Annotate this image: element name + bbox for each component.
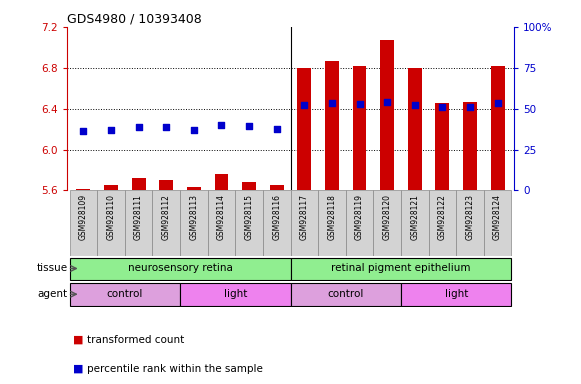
Text: GSM928113: GSM928113 [189,194,198,240]
Text: GSM928119: GSM928119 [355,194,364,240]
Point [465,104,475,110]
FancyBboxPatch shape [290,190,318,256]
FancyBboxPatch shape [70,258,290,280]
Point [79,128,88,134]
Text: transformed count: transformed count [87,335,184,345]
Text: neurosensory retina: neurosensory retina [128,263,232,273]
FancyBboxPatch shape [374,190,401,256]
Point [134,124,144,130]
Point [493,99,502,106]
Bar [325,61,339,190]
Text: ■: ■ [73,335,83,345]
Point [217,122,226,128]
Text: GSM928109: GSM928109 [79,194,88,240]
FancyBboxPatch shape [180,190,207,256]
Bar [187,187,201,190]
FancyBboxPatch shape [401,283,511,306]
Point [189,127,199,133]
Text: GSM928124: GSM928124 [493,194,502,240]
Point [272,126,281,132]
FancyBboxPatch shape [429,190,456,256]
Point [162,124,171,130]
FancyBboxPatch shape [70,190,97,256]
Point [382,98,392,104]
Point [300,101,309,108]
FancyBboxPatch shape [207,190,235,256]
Bar [242,182,256,190]
Text: GSM928118: GSM928118 [328,194,336,240]
Text: control: control [328,289,364,299]
Text: GSM928111: GSM928111 [134,194,143,240]
Bar [132,178,145,190]
Text: tissue: tissue [37,263,67,273]
Bar [436,103,449,190]
Text: GSM928120: GSM928120 [383,194,392,240]
FancyBboxPatch shape [152,190,180,256]
Text: light: light [444,289,468,299]
FancyBboxPatch shape [97,190,125,256]
FancyBboxPatch shape [290,258,511,280]
Bar [159,180,173,190]
Text: GSM928112: GSM928112 [162,194,171,240]
FancyBboxPatch shape [180,283,290,306]
Bar [214,174,228,190]
Bar [270,185,284,190]
FancyBboxPatch shape [290,283,401,306]
Bar [463,101,477,190]
FancyBboxPatch shape [263,190,290,256]
Text: percentile rank within the sample: percentile rank within the sample [87,364,263,374]
Point [355,101,364,107]
FancyBboxPatch shape [125,190,152,256]
Bar [353,66,367,190]
FancyBboxPatch shape [318,190,346,256]
FancyBboxPatch shape [401,190,429,256]
Bar [491,66,504,190]
FancyBboxPatch shape [70,283,180,306]
FancyBboxPatch shape [484,190,511,256]
Bar [297,68,311,190]
Point [410,101,419,108]
FancyBboxPatch shape [456,190,484,256]
Point [106,127,116,133]
Bar [408,68,422,190]
Point [327,99,336,106]
Text: GSM928116: GSM928116 [272,194,281,240]
Bar [380,40,394,190]
Text: GDS4980 / 10393408: GDS4980 / 10393408 [67,13,202,26]
Point [437,104,447,110]
Text: GSM928123: GSM928123 [465,194,475,240]
Text: GSM928121: GSM928121 [410,194,419,240]
Text: retinal pigment epithelium: retinal pigment epithelium [331,263,471,273]
FancyBboxPatch shape [346,190,374,256]
Text: GSM928117: GSM928117 [300,194,309,240]
Text: GSM928122: GSM928122 [438,194,447,240]
Text: agent: agent [38,289,67,299]
Text: GSM928114: GSM928114 [217,194,226,240]
Text: ■: ■ [73,364,83,374]
Text: GSM928110: GSM928110 [106,194,116,240]
Text: control: control [107,289,143,299]
Point [245,123,254,129]
Bar [104,185,118,190]
FancyBboxPatch shape [235,190,263,256]
Bar [77,189,90,190]
Text: light: light [224,289,247,299]
Text: GSM928115: GSM928115 [245,194,253,240]
